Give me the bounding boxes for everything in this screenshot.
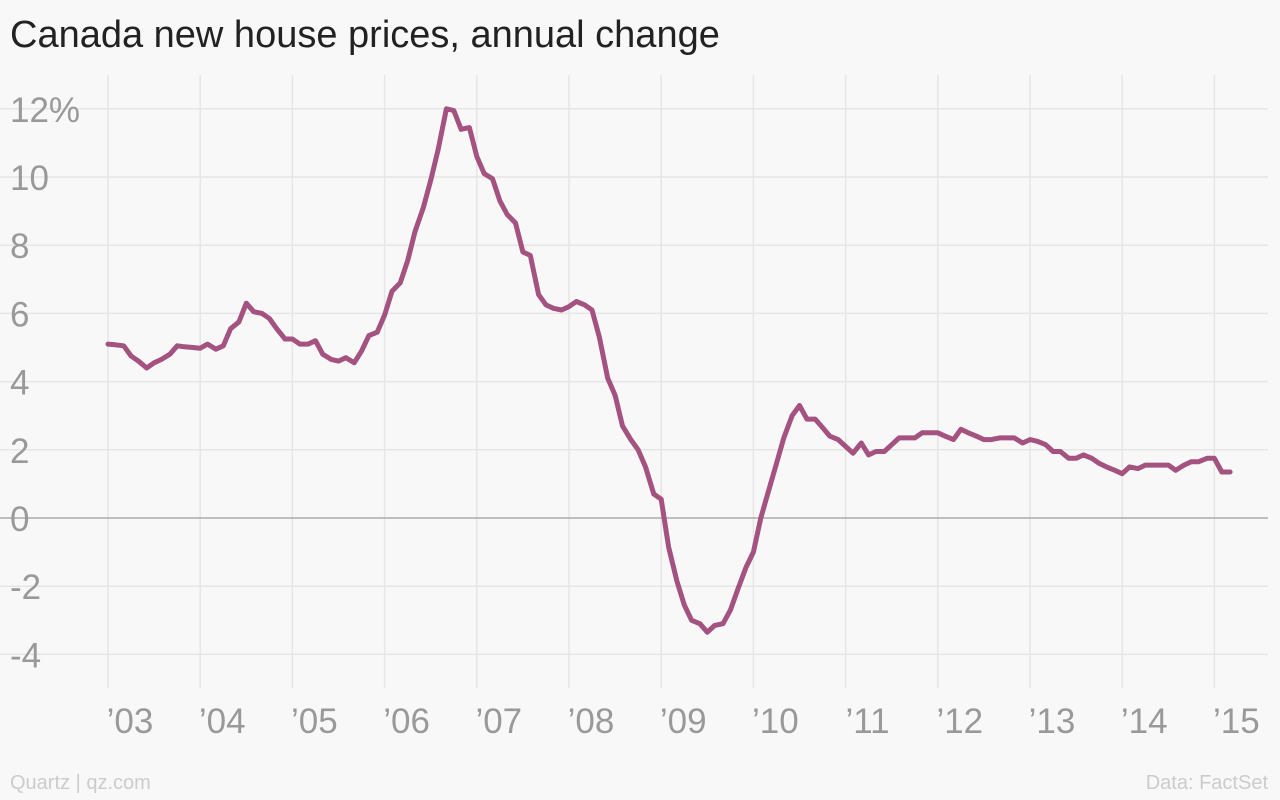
x-tick-label: ’14 bbox=[1121, 702, 1168, 741]
source-credit: Quartz | qz.com bbox=[10, 772, 151, 794]
x-tick-label: ’09 bbox=[660, 702, 707, 741]
x-tick-label: ’04 bbox=[199, 702, 246, 741]
x-tick-label: ’05 bbox=[291, 702, 338, 741]
x-tick-label: ’07 bbox=[475, 702, 522, 741]
y-grid-lines bbox=[0, 108, 1268, 656]
y-tick-label: 6 bbox=[10, 295, 29, 334]
x-tick-label: ’12 bbox=[936, 702, 983, 741]
chart-title: Canada new house prices, annual change bbox=[10, 14, 720, 56]
series-line bbox=[105, 106, 1233, 635]
y-tick-label: -4 bbox=[10, 636, 41, 675]
y-tick-label: 10 bbox=[10, 159, 49, 198]
y-tick-label: 4 bbox=[10, 364, 29, 403]
y-tick-label: 8 bbox=[10, 227, 29, 266]
y-axis-labels: -4 -2 0 2 4 6 8 10 12% bbox=[10, 91, 80, 676]
x-tick-label: ’08 bbox=[568, 702, 615, 741]
x-tick-label: ’10 bbox=[752, 702, 799, 741]
data-source: Data: FactSet bbox=[1145, 772, 1268, 794]
y-tick-label: 2 bbox=[10, 432, 29, 471]
x-axis-labels: ’03 ’04 ’05 ’06 ’07 ’08 ’09 ’10 ’11 ’12 ’13 ’14 ’15 bbox=[107, 702, 1260, 741]
y-tick-label: 12% bbox=[10, 91, 80, 130]
x-tick-label: ’11 bbox=[846, 702, 890, 741]
x-tick-label: ’15 bbox=[1213, 702, 1260, 741]
y-tick-label: -2 bbox=[10, 568, 41, 607]
x-tick-label: ’06 bbox=[383, 702, 430, 741]
series-group bbox=[105, 106, 1233, 635]
x-tick-label: ’03 bbox=[107, 702, 154, 741]
y-tick-label: 0 bbox=[10, 500, 29, 539]
x-tick-label: ’13 bbox=[1029, 702, 1076, 741]
